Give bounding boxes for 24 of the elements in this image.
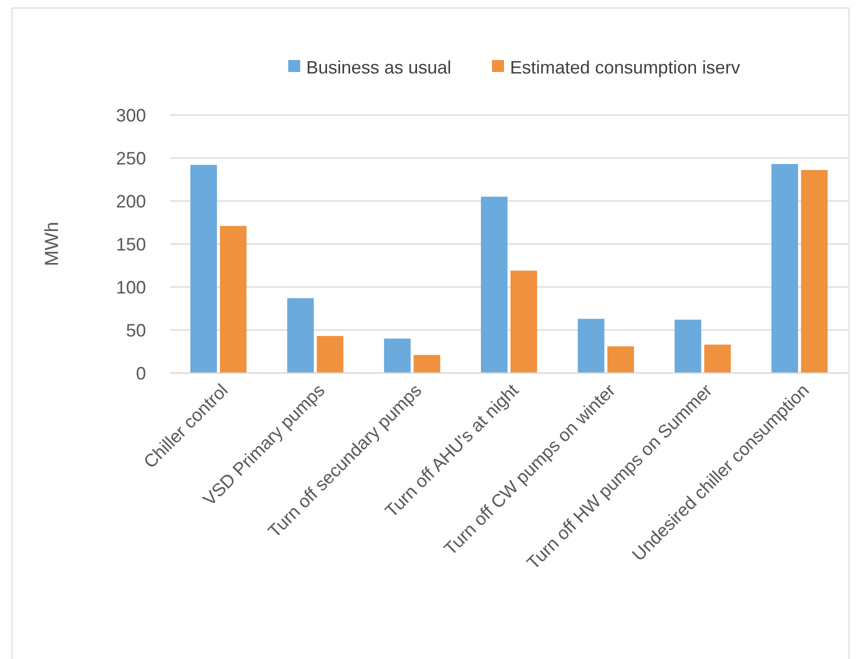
bar [190,164,217,373]
bar [578,318,604,373]
y-axis-title: MWh [42,222,63,266]
legend-label: Estimated consumption iserv [510,57,740,78]
y-tick-label: 300 [116,105,146,126]
bar [607,346,634,373]
bar [384,338,411,373]
y-tick-label: 50 [126,320,146,340]
bar [287,298,314,373]
y-tick-label: 250 [116,148,146,168]
bar [316,336,344,373]
y-tick-label: 0 [136,363,146,384]
y-tick-label: 200 [116,191,146,212]
bar [771,164,798,373]
bar [414,354,440,373]
bar [510,270,538,373]
bar [674,320,702,373]
bar [801,170,828,373]
y-tick-label: 150 [116,234,146,254]
bar [480,196,508,373]
bar [220,226,247,373]
bar [704,344,731,373]
legend-label: Business as usual [306,57,452,78]
y-tick-label: 100 [116,277,146,298]
